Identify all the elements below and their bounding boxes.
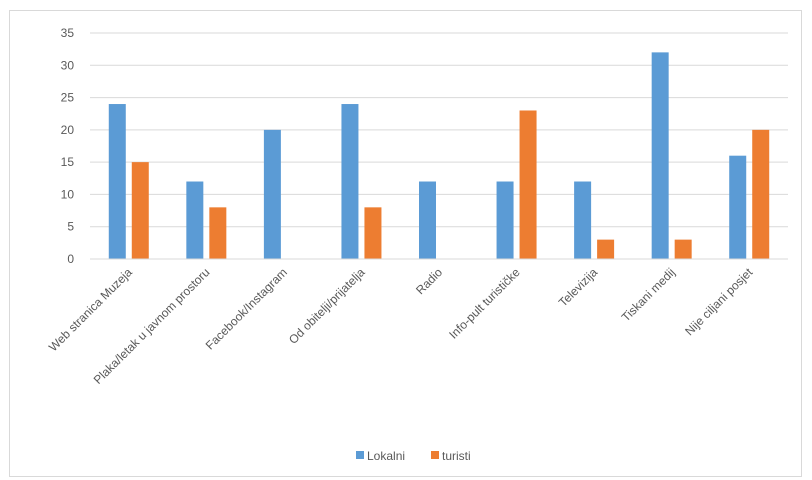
bars [108, 52, 770, 260]
bar-lokalni-7 [651, 52, 669, 259]
bar-lokalni-2 [263, 129, 281, 259]
bar-turisti-6 [597, 239, 615, 259]
chart-area: 0 5 10 15 20 25 30 35 Web stranica Muzeja Plaka/… [9, 10, 802, 477]
bar-lokalni-1 [186, 181, 204, 259]
bar-turisti-3 [364, 207, 382, 259]
legend-swatch-lokalni [356, 451, 364, 459]
gridlines [90, 32, 788, 228]
bar-lokalni-0 [108, 104, 126, 260]
x-tick-label: Facebook/Instagram [203, 265, 290, 352]
bar-lokalni-5 [496, 181, 514, 259]
legend: Lokalni turisti [356, 449, 471, 463]
y-tick-label: 5 [67, 220, 74, 234]
bar-lokalni-8 [729, 155, 747, 259]
y-tick-label: 25 [61, 91, 75, 105]
bar-lokalni-6 [574, 181, 592, 259]
bar-turisti-0 [131, 162, 149, 259]
bar-turisti-7 [674, 239, 692, 259]
y-tick-label: 10 [61, 187, 75, 201]
y-tick-label: 35 [61, 26, 75, 40]
x-tick-label: Od obitelji/prijatelja [286, 265, 368, 347]
bar-lokalni-3 [341, 104, 359, 260]
x-tick-label: Web stranica Muzeja [46, 265, 135, 354]
bar-turisti-5 [519, 110, 537, 259]
y-tick-label: 15 [61, 155, 75, 169]
x-tick-label: Radio [413, 265, 445, 297]
y-tick-label: 30 [61, 58, 75, 72]
y-tick-label: 0 [67, 252, 74, 266]
x-tick-label: Nije ciljani posjet [682, 265, 756, 339]
legend-swatch-turisti [431, 451, 439, 459]
y-axis-ticks: 0 5 10 15 20 25 30 35 [61, 26, 75, 266]
x-tick-label: Info-pult turističke [446, 265, 523, 342]
bar-lokalni-4 [419, 181, 436, 259]
bar-turisti-8 [752, 129, 770, 259]
legend-label-turisti: turisti [442, 449, 471, 463]
x-tick-label: Tiskani medij [619, 265, 678, 324]
bar-turisti-1 [209, 207, 227, 259]
bar-chart: 0 5 10 15 20 25 30 35 Web stranica MuzejaPlaka/… [46, 26, 788, 463]
legend-label-lokalni: Lokalni [367, 449, 405, 463]
x-tick-label: Televizija [556, 265, 601, 310]
y-tick-label: 20 [61, 123, 75, 137]
